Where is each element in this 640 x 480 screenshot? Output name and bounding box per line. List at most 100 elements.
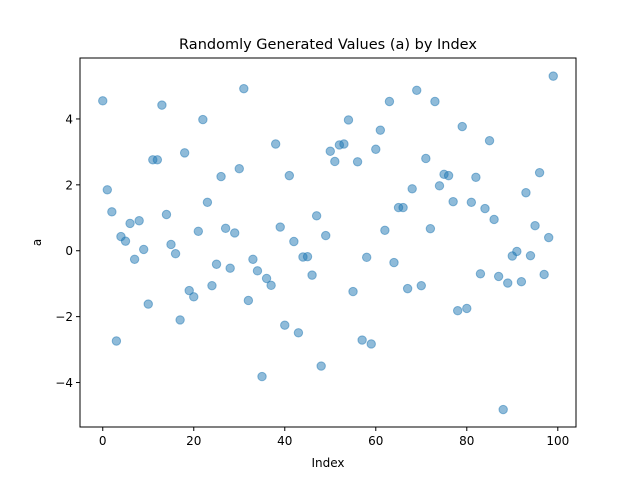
- data-point-78: [452, 305, 463, 316]
- data-point-34: [252, 266, 263, 276]
- data-point-51: [330, 156, 340, 167]
- data-point-30: [234, 164, 244, 174]
- data-point-94: [525, 250, 536, 261]
- data-point-19: [184, 285, 194, 296]
- data-point-77: [448, 196, 458, 207]
- data-point-1: [102, 185, 113, 195]
- data-point-66: [398, 202, 408, 213]
- data-point-89: [503, 278, 513, 288]
- x-tick-label: 0: [99, 434, 107, 448]
- x-tick-label: 20: [186, 434, 201, 448]
- data-point-67: [402, 283, 413, 294]
- data-point-62: [380, 225, 390, 236]
- data-point-25: [211, 259, 222, 269]
- data-point-14: [161, 209, 172, 220]
- data-point-43: [293, 328, 304, 338]
- data-point-83: [475, 269, 486, 279]
- data-point-3: [111, 336, 122, 346]
- data-point-15: [166, 239, 176, 250]
- data-point-8: [134, 216, 144, 226]
- chart-title: Randomly Generated Values (a) by Index: [179, 37, 477, 53]
- data-point-85: [484, 135, 495, 146]
- x-tick-label: 100: [546, 434, 569, 448]
- data-point-54: [343, 115, 354, 125]
- data-point-2: [107, 207, 117, 217]
- data-point-73: [430, 96, 440, 107]
- data-point-6: [125, 218, 135, 229]
- data-point-87: [493, 271, 504, 282]
- data-point-45: [302, 251, 313, 262]
- data-point-32: [243, 295, 254, 306]
- x-axis-ticks: 0 20 40 60 80 100: [99, 427, 569, 448]
- data-point-86: [489, 214, 499, 225]
- x-tick-label: 80: [459, 434, 474, 448]
- data-point-42: [289, 236, 299, 247]
- data-point-80: [462, 303, 472, 314]
- y-axis-label: a: [30, 239, 44, 246]
- data-point-12: [152, 155, 163, 165]
- data-point-10: [143, 299, 153, 309]
- y-tick-label: 2: [65, 178, 73, 192]
- data-point-28: [225, 263, 235, 273]
- data-point-68: [407, 184, 417, 194]
- data-point-7: [129, 254, 140, 265]
- data-point-0: [98, 96, 108, 106]
- data-point-60: [371, 144, 381, 154]
- y-tick-label: −4: [55, 376, 73, 390]
- data-point-82: [471, 172, 481, 182]
- data-point-18: [179, 148, 190, 158]
- data-point-95: [530, 220, 540, 231]
- data-point-96: [534, 167, 545, 178]
- data-point-17: [175, 315, 185, 325]
- x-tick-label: 60: [368, 434, 383, 448]
- data-point-91: [512, 246, 522, 257]
- data-point-13: [157, 100, 167, 110]
- data-point-40: [280, 320, 290, 330]
- y-tick-label: 4: [65, 112, 73, 126]
- data-point-47: [311, 211, 322, 221]
- data-point-79: [457, 121, 467, 132]
- x-axis-label: Index: [311, 456, 344, 470]
- data-point-9: [139, 244, 149, 255]
- y-axis-ticks: −4 −2 0 2 4: [55, 112, 80, 390]
- data-point-37: [266, 280, 276, 291]
- data-point-5: [120, 236, 131, 246]
- data-point-98: [543, 232, 554, 243]
- y-tick-label: −2: [55, 310, 73, 324]
- data-point-24: [207, 280, 217, 291]
- data-point-69: [412, 85, 422, 95]
- data-point-99: [548, 71, 558, 81]
- data-point-81: [466, 197, 477, 208]
- data-point-39: [275, 222, 285, 232]
- x-tick-label: 40: [277, 434, 292, 448]
- data-point-76: [443, 170, 454, 181]
- data-point-57: [357, 335, 367, 345]
- data-point-49: [321, 230, 331, 241]
- data-point-46: [307, 270, 317, 280]
- data-point-27: [220, 223, 231, 234]
- data-point-97: [539, 269, 549, 280]
- y-tick-label: 0: [65, 244, 73, 258]
- data-point-29: [230, 228, 240, 238]
- data-point-33: [248, 254, 258, 265]
- data-point-61: [375, 125, 386, 135]
- data-point-16: [170, 249, 181, 259]
- data-point-50: [325, 146, 335, 156]
- data-point-64: [389, 257, 399, 268]
- data-point-21: [193, 226, 204, 236]
- data-point-58: [361, 252, 372, 263]
- data-point-84: [480, 203, 490, 214]
- data-point-36: [261, 273, 272, 284]
- data-point-48: [316, 361, 326, 371]
- data-point-93: [521, 188, 531, 198]
- data-point-70: [416, 280, 426, 291]
- data-point-59: [366, 339, 376, 349]
- data-point-55: [348, 286, 358, 297]
- data-point-41: [284, 170, 295, 181]
- data-point-63: [384, 96, 395, 107]
- data-point-38: [270, 139, 281, 149]
- data-point-20: [189, 292, 199, 302]
- data-point-31: [239, 83, 249, 94]
- data-point-22: [198, 114, 208, 125]
